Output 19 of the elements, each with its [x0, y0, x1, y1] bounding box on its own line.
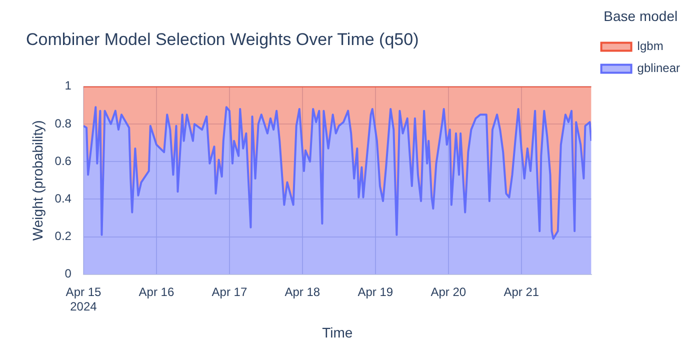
x-tick-label: Apr 21 — [504, 284, 540, 299]
y-axis-title: Weight (probability) — [29, 120, 46, 241]
y-tick-label: 0.6 — [54, 154, 72, 168]
y-tick-label: 0.2 — [54, 229, 72, 244]
y-tick-label: 0.8 — [54, 116, 72, 130]
y-tick-label: 0.4 — [54, 192, 72, 206]
legend-title: Base model — [604, 8, 678, 24]
legend-label: lgbm — [637, 39, 664, 54]
y-tick-label: 0 — [64, 266, 72, 281]
legend-label: gblinear — [637, 61, 680, 76]
y-tick-label: 1 — [64, 78, 72, 93]
x-axis-title: Time — [322, 324, 353, 340]
x-tick-label: Apr 16 — [138, 284, 174, 299]
x-tick-label: Apr 20 — [430, 284, 466, 299]
x-tick-label: Apr 19 — [358, 284, 394, 299]
x-tick-label: Apr 18 — [284, 284, 320, 299]
x-tick-label: Apr 15 2024 — [66, 284, 102, 314]
chart-title: Combiner Model Selection Weights Over Time (q50) — [26, 30, 419, 49]
x-tick-label: Apr 17 — [212, 284, 248, 299]
